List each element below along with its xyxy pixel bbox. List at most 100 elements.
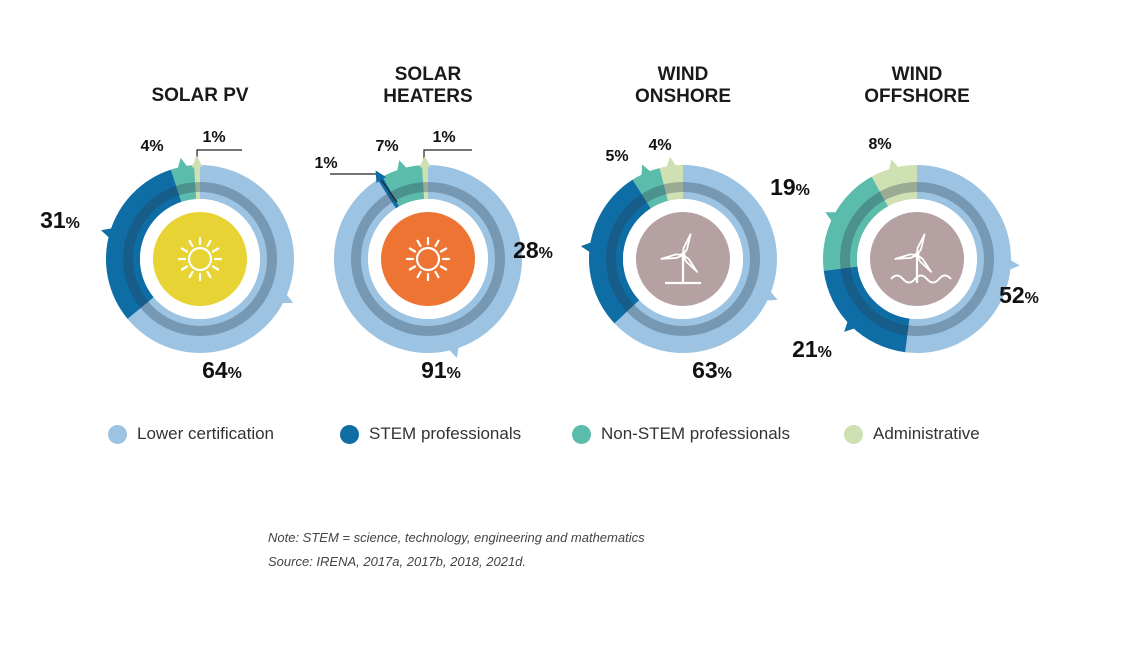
sun-icon-background [153,212,247,306]
segment-administrative [194,165,200,200]
sun-icon-ray [439,247,448,253]
source-text: Source: IRENA, 2017a, 2017b, 2018, 2021d… [268,554,527,569]
label-value: 31 [40,207,66,233]
label-stem-professionals: 1% [314,155,337,172]
segment-stem-professionals [823,266,910,353]
label-value: 64 [202,357,228,383]
segment-stem-professionals [106,169,182,319]
turbine-blade [682,233,692,256]
wave-lines [890,274,952,284]
sun-icon-background [381,212,475,306]
wind-turbine-icon [636,212,730,306]
sun-icon-ray [439,265,448,271]
legend-label-stem-professionals: STEM professionals [369,424,522,443]
inner-ring [351,182,505,336]
legend-dot-non-stem-professionals [572,424,591,444]
legend-item-stem-professionals: STEM professionals [340,424,521,444]
label-administrative: 4% [648,137,671,154]
segment-pointer-non-stem-professionals [641,164,652,177]
label-value: 52 [999,282,1025,308]
label-lower-certification: 52% [999,282,1039,308]
notes: Note: STEM = science, technology, engine… [268,526,645,574]
chart-title-line: SOLAR [395,64,462,85]
sun-icon [153,212,247,306]
label-administrative: 8% [868,136,891,153]
chart-title-line: HEATERS [383,86,472,107]
segment-administrative [422,165,428,200]
sun-icon-ray [408,265,417,271]
sun-icon-ray [206,270,212,279]
sun-icon-ray [211,265,220,271]
legend-label-lower-certification: Lower certification [137,424,275,443]
segment-pointer-lower-certification [765,290,778,301]
segment-pointer-lower-certification [448,345,460,358]
segment-stem-professionals [589,179,651,324]
label-value: 19 [770,174,796,200]
sun-icon-ray [188,270,194,279]
turbine-blade [916,254,933,273]
label-stem-professionals: 31% [40,207,80,233]
segment-non-stem-professionals [382,165,425,207]
legend-label-administrative: Administrative [873,424,980,443]
segment-pointer-stem-professionals [101,227,114,239]
sun-icon-ray [211,247,220,253]
label-non-stem-professionals: 19% [770,174,810,200]
label-percent-sign: % [718,365,732,382]
segment-administrative [871,165,917,207]
segment-pointer-stem-professionals [580,241,593,254]
sun-icon-disc [187,246,213,272]
segment-pointer-administrative [888,159,900,172]
segment-pointer-non-stem-professionals [177,157,189,170]
turbine-hub [914,252,920,258]
sun-icon-ray [408,247,417,253]
segment-lower-certification [127,165,294,353]
label-percent-sign: % [66,215,80,232]
segment-non-stem-professionals [823,176,889,271]
segment-pointer-administrative [665,156,678,169]
segment-lower-certification [333,165,522,353]
label-administrative: 1% [432,129,455,146]
label-value: 63 [692,357,718,383]
sun-icon-ray [434,270,440,279]
legend-item-administrative: Administrative [844,424,980,444]
label-percent-sign: % [818,344,832,361]
label-lower-certification: 63% [692,357,732,383]
turbine-hub [680,252,686,258]
label-non-stem-professionals: 7% [375,138,398,155]
label-administrative: 1% [202,129,225,146]
sun-icon-ray [188,239,194,248]
inner-ring [606,182,760,336]
legend-dot-lower-certification [108,424,127,444]
label-non-stem-professionals: 5% [605,148,628,165]
legend-label-non-stem-professionals: Non-STEM professionals [601,424,790,443]
sun-icon-ray [180,265,189,271]
label-lower-certification: 64% [202,357,242,383]
note-text: Note: STEM = science, technology, engine… [268,530,645,545]
legend-dot-stem-professionals [340,424,359,444]
chart-title-line: SOLAR PV [151,85,248,106]
segment-pointer-non-stem-professionals [396,160,408,173]
label-percent-sign: % [539,245,553,262]
segment-non-stem-professionals [632,167,669,209]
chart-title-line: WIND [892,64,943,85]
turbine-blade [660,253,684,260]
sun-icon-ray [206,239,212,248]
legend-dot-administrative [844,424,863,444]
segment-non-stem-professionals [170,165,197,202]
leader-line [196,149,242,166]
segment-pointer-lower-certification [1008,259,1020,271]
label-value: 21 [792,336,818,362]
charts-area: SOLAR PV64%31%4%1%SOLARHEATERS91%1%7%1%W… [40,64,1039,383]
sun-icon-disc [415,246,441,272]
turbine-blade [894,253,918,260]
offshore-wind-turbine-icon [870,212,964,306]
label-percent-sign: % [228,365,242,382]
segment-pointer-stem-professionals [375,170,387,183]
label-percent-sign: % [796,182,810,199]
sun-icon [381,212,475,306]
label-stem-professionals: 28% [513,237,553,263]
chart-title-line: OFFSHORE [864,86,970,107]
label-value: 91 [421,357,447,383]
